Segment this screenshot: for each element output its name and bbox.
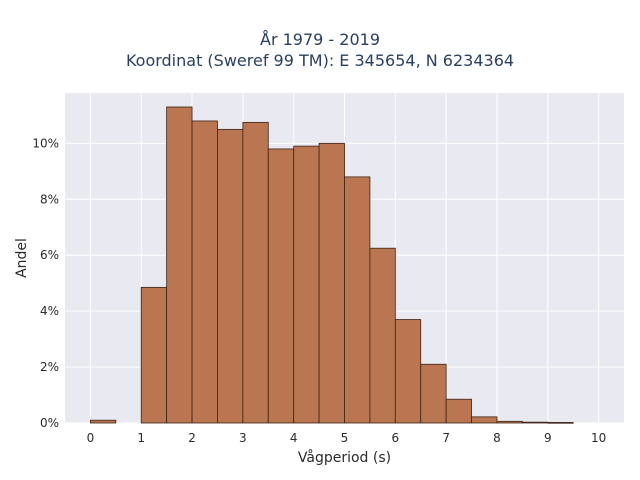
y-tick-label: 2% [40,360,59,374]
x-tick-label: 3 [239,431,247,445]
x-axis-label: Vågperiod (s) [298,449,391,466]
x-tick-label: 10 [591,431,606,445]
y-tick-label: 8% [40,192,59,206]
x-tick-label: 9 [544,431,552,445]
histogram-bar [445,398,472,424]
histogram-bar [420,363,447,424]
histogram-bar [166,106,193,424]
histogram-bar [318,142,345,424]
y-tick-label: 6% [40,248,59,262]
histogram-bar [547,422,574,424]
histogram-bar [521,421,549,424]
x-tick-label: 5 [341,431,349,445]
chart-title-line-1: År 1979 - 2019 [260,30,380,49]
histogram-bar [344,176,371,424]
histogram-bar [90,419,117,424]
histogram-bar [242,121,269,424]
histogram-bar [217,128,244,424]
x-tick-label: 6 [391,431,399,445]
histogram-bar [191,120,218,424]
y-tick-label: 10% [32,136,59,150]
chart-title-line-2: Koordinat (Sweref 99 TM): E 345654, N 62… [125,51,515,70]
histogram-bar [140,286,168,424]
y-axis-label: Andel [14,238,30,278]
x-tick-label: 8 [493,431,501,445]
x-tick-label: 0 [87,431,95,445]
x-tick-label: 1 [137,431,145,445]
histogram-bar [293,145,320,424]
axis-layer: 0 1 2 3 4 5 6 7 8 9 10 0% 2% 4% 6% 8% 10% [32,136,606,445]
histogram-bar [267,148,295,424]
histogram-bar [369,247,396,424]
x-tick-label: 7 [442,431,450,445]
bars-layer [90,106,574,424]
y-tick-label: 0% [40,416,59,430]
x-tick-label: 2 [188,431,196,445]
y-tick-label: 4% [40,304,59,318]
x-tick-label: 4 [290,431,298,445]
histogram-bar [471,416,498,424]
histogram-bar [394,319,422,424]
histogram-bar [496,420,523,424]
